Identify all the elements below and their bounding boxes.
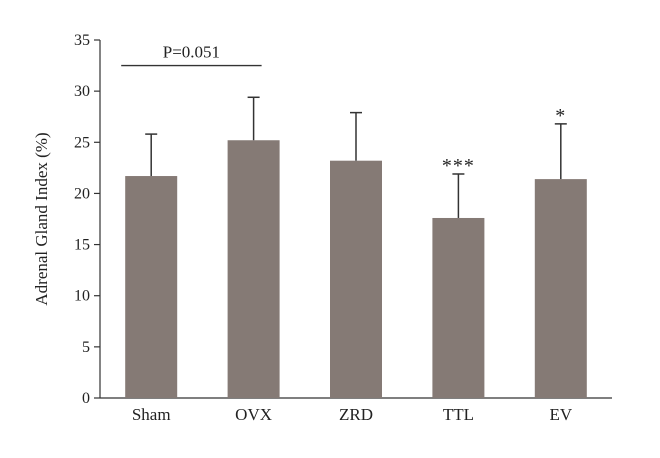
x-axis: Sham OVX ZRD TTL EV xyxy=(100,397,612,424)
bar-ttl xyxy=(432,217,485,398)
y-tick-label: 35 xyxy=(74,32,90,49)
significance-mark: * xyxy=(555,105,566,127)
y-tick-label: 15 xyxy=(74,237,90,254)
category-label: TTL xyxy=(443,405,474,424)
y-tick-label: 25 xyxy=(74,134,90,151)
bar-ev xyxy=(534,179,587,398)
y-tick-label: 20 xyxy=(74,185,90,202)
annotation-label: P=0.051 xyxy=(163,43,220,62)
y-tick-label: 5 xyxy=(82,339,90,356)
y-tick-label: 30 xyxy=(74,83,90,100)
error-bars xyxy=(145,96,567,218)
bar-sham xyxy=(125,176,178,398)
annotations: ****P=0.051 xyxy=(121,43,566,177)
bar-zrd xyxy=(330,160,382,398)
significance-mark: *** xyxy=(442,155,475,177)
y-tick-label: 10 xyxy=(74,288,90,305)
category-label: ZRD xyxy=(339,405,373,424)
y-tick-label: 0 xyxy=(82,390,90,407)
y-axis-label: Adrenal Gland Index (%) xyxy=(32,132,51,305)
bar-ovx xyxy=(227,140,280,399)
category-label: OVX xyxy=(235,405,272,424)
y-axis: 0 5 10 15 20 25 30 35 xyxy=(74,32,101,407)
bars xyxy=(125,140,587,399)
category-label: EV xyxy=(549,405,572,424)
category-label: Sham xyxy=(132,405,171,424)
